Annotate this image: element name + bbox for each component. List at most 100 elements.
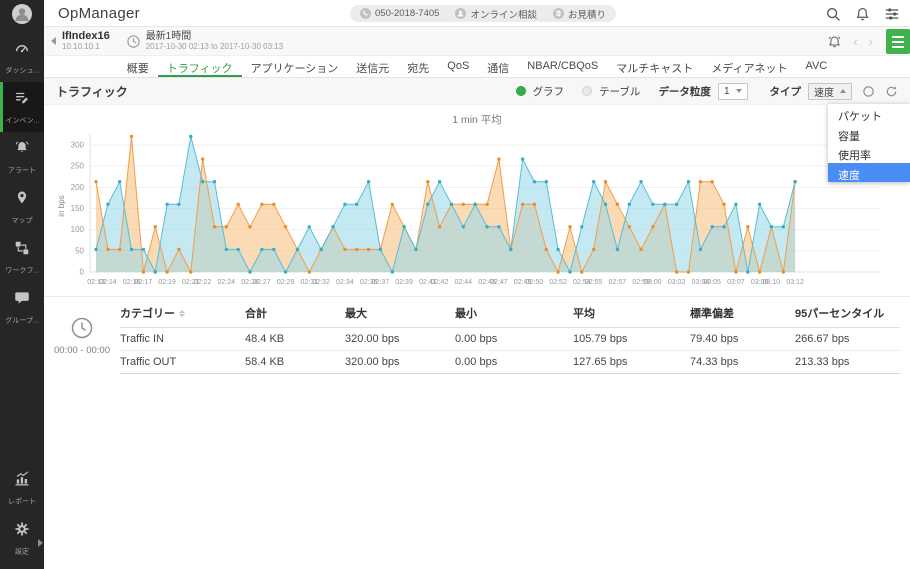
type-menu-item[interactable]: 使用率 (828, 143, 910, 163)
svg-text:03:10: 03:10 (763, 279, 781, 286)
quote-link[interactable]: お見積り (553, 7, 606, 21)
sidebar-expand-icon[interactable] (38, 539, 43, 547)
sidebar-bottom-nav: レポート設定 (0, 463, 44, 563)
svg-text:02:57: 02:57 (609, 279, 627, 286)
svg-text:02:27: 02:27 (253, 279, 271, 286)
device-info[interactable]: IfIndex16 10.10.10.1 (62, 31, 110, 51)
notifications-bell-icon[interactable] (855, 6, 870, 22)
sidebar-item-chat[interactable]: グループ... (0, 282, 44, 332)
back-arrow-icon[interactable] (51, 37, 56, 45)
phone-link[interactable]: 050-2018-7405 (360, 8, 439, 19)
sub-header-actions: ‹ › (826, 27, 910, 56)
traffic-chart-svg: 050100150200250300in bps02:1302:1402:160… (44, 126, 910, 296)
tab-active-1[interactable]: トラフィック (158, 56, 242, 77)
tab-8[interactable]: マルチキャスト (607, 56, 702, 77)
sidebar-item-alarm[interactable]: アラート (0, 132, 44, 182)
next-chevron[interactable]: › (868, 35, 874, 48)
svg-text:0: 0 (80, 268, 85, 277)
period-range: 2017-10-30 02:13 to 2017-10-30 03:13 (146, 42, 283, 51)
top-icons (825, 0, 900, 27)
svg-text:02:32: 02:32 (312, 279, 330, 286)
online-consult-label: オンライン相談 (470, 7, 537, 21)
tab-5[interactable]: QoS (438, 56, 478, 77)
table-radio[interactable] (582, 86, 592, 96)
online-consult-link[interactable]: オンライン相談 (455, 7, 537, 21)
table-cell: 48.4 KB (245, 333, 345, 345)
type-menu-item[interactable]: パケット (828, 104, 910, 124)
svg-text:02:29: 02:29 (277, 279, 295, 286)
svg-text:02:55: 02:55 (585, 279, 603, 286)
svg-text:100: 100 (71, 225, 85, 234)
phone-icon (360, 8, 371, 19)
tab-3[interactable]: 送信元 (347, 56, 398, 77)
graph-radio[interactable] (516, 86, 526, 96)
sidebar-item-workflow[interactable]: ワークフ... (0, 232, 44, 282)
time-range-text: 00:00 - 00:00 (54, 345, 110, 356)
sidebar-item-inventory[interactable]: インベン... (0, 82, 44, 132)
alarm-bell-icon[interactable] (826, 34, 843, 50)
type-menu-item[interactable]: 容量 (828, 124, 910, 144)
sidebar-item-label: 設定 (15, 547, 29, 557)
sidebar-item-map-pin[interactable]: マップ (0, 182, 44, 232)
sidebar-item-label: マップ (11, 216, 32, 226)
table-cell: 105.79 bps (573, 333, 690, 345)
search-icon[interactable] (825, 6, 841, 22)
tab-7[interactable]: NBAR/CBQoS (518, 56, 607, 77)
svg-text:02:39: 02:39 (395, 279, 413, 286)
prev-chevron[interactable]: ‹ (852, 35, 858, 48)
granularity-label: データ粒度 (658, 84, 711, 99)
settings-sliders-icon[interactable] (884, 6, 900, 22)
table-cell: 320.00 bps (345, 356, 455, 368)
svg-text:02:34: 02:34 (336, 279, 354, 286)
refresh-icon[interactable] (885, 85, 898, 98)
table-cell: 266.67 bps (795, 333, 900, 345)
traffic-chart-panel: 1 min 平均 050100150200250300in bps02:1302… (44, 105, 910, 296)
tab-0[interactable]: 概要 (118, 56, 158, 77)
svg-text:03:07: 03:07 (727, 279, 745, 286)
sidebar-item-gauge[interactable]: ダッシュ... (0, 32, 44, 82)
sidebar-item-gear[interactable]: 設定 (0, 513, 44, 563)
type-dropdown-menu: パケット容量使用率速度 (828, 104, 910, 182)
period-label: 最新1時間 (146, 31, 283, 42)
svg-text:03:05: 03:05 (703, 279, 721, 286)
svg-text:02:50: 02:50 (526, 279, 544, 286)
chevron-down-icon (736, 89, 742, 93)
column-header: 標準偏差 (690, 305, 795, 321)
toolbar-controls: グラフ テーブル データ粒度 1 タイプ 速度 (516, 83, 898, 100)
stats-table-body: Traffic IN48.4 KB320.00 bps0.00 bps105.7… (120, 328, 900, 374)
granularity-select[interactable]: 1 (718, 83, 748, 100)
table-cell: Traffic IN (120, 333, 245, 345)
type-select[interactable]: 速度 (808, 83, 852, 100)
chevron-up-icon (840, 89, 846, 93)
svg-text:02:17: 02:17 (135, 279, 153, 286)
svg-text:02:37: 02:37 (372, 279, 390, 286)
sidebar: ダッシュ...インベン...アラートマップワークフ...グループ... レポート… (0, 0, 44, 569)
tab-10[interactable]: AVC (796, 56, 836, 77)
tab-4[interactable]: 宛先 (398, 56, 438, 77)
tab-6[interactable]: 通信 (478, 56, 518, 77)
time-period-selector[interactable]: 最新1時間 2017-10-30 02:13 to 2017-10-30 03:… (126, 31, 283, 51)
table-cell: 320.00 bps (345, 333, 455, 345)
stats-section: 00:00 - 00:00 カテゴリー合計最大最小平均標準偏差95パーセンタイル… (44, 296, 910, 374)
type-menu-item[interactable]: 速度 (828, 163, 910, 183)
column-header[interactable]: カテゴリー (120, 305, 245, 321)
green-menu-button[interactable] (886, 29, 910, 54)
column-header: 平均 (573, 305, 690, 321)
phone-number: 050-2018-7405 (375, 8, 439, 19)
svg-text:03:02: 03:02 (668, 279, 686, 286)
clock-icon (126, 34, 141, 49)
graph-radio-label: グラフ (533, 84, 565, 99)
app-title: OpManager (58, 5, 140, 22)
type-value: 速度 (814, 84, 834, 99)
tab-9[interactable]: メディアネット (702, 56, 796, 77)
sidebar-item-report[interactable]: レポート (0, 463, 44, 513)
svg-text:02:42: 02:42 (431, 279, 449, 286)
history-icon[interactable] (862, 85, 875, 98)
table-cell: 0.00 bps (455, 333, 573, 345)
tab-2[interactable]: アプリケーション (242, 56, 348, 77)
type-label: タイプ (770, 84, 802, 99)
workflow-icon (13, 239, 31, 262)
avatar[interactable] (12, 4, 32, 24)
column-header: 95パーセンタイル (795, 305, 900, 321)
report-icon (13, 470, 31, 493)
